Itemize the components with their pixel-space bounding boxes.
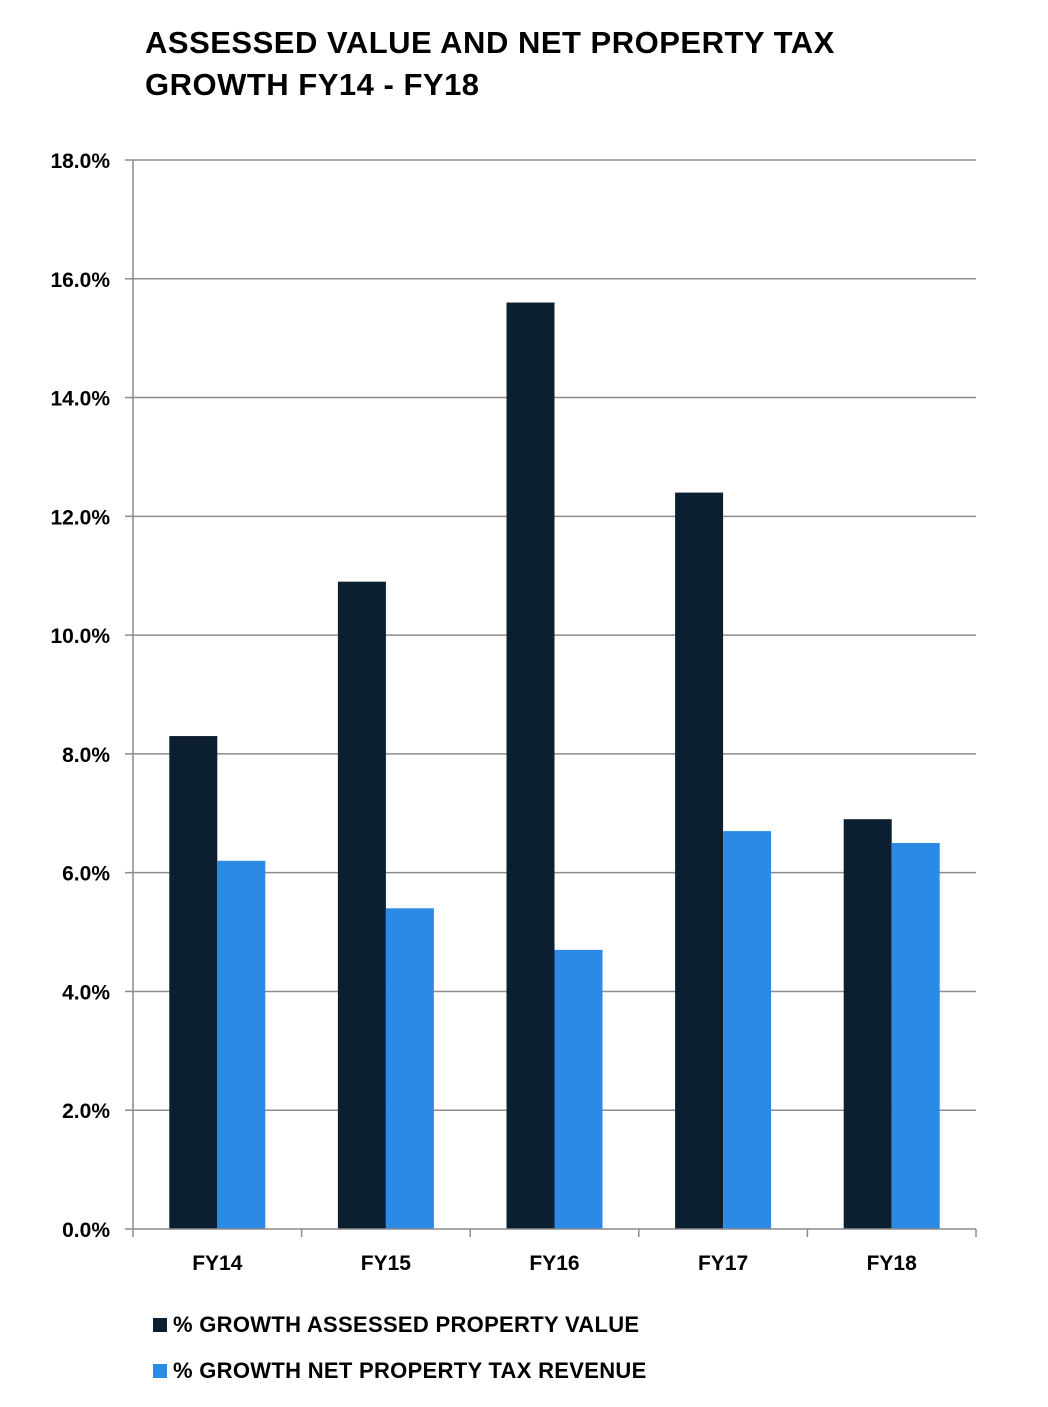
legend-swatch-assessed — [153, 1318, 167, 1332]
legend-swatch-revenue — [153, 1364, 167, 1378]
x-tick-label: FY18 — [867, 1252, 918, 1275]
bar-assessed-fy17 — [675, 492, 724, 1230]
bar-assessed-fy14 — [169, 736, 218, 1229]
y-tick-label: 10.0% — [50, 625, 110, 648]
y-tick-label: 18.0% — [50, 150, 110, 173]
y-tick-label: 0.0% — [62, 1219, 110, 1242]
bar-revenue-fy17 — [723, 831, 772, 1229]
axes — [132, 160, 976, 1230]
y-tick-label: 6.0% — [62, 863, 110, 886]
x-tick-label: FY16 — [529, 1252, 579, 1275]
legend-label-revenue: % GROWTH NET PROPERTY TAX REVENUE — [173, 1358, 647, 1383]
legend-label-assessed: % GROWTH ASSESSED PROPERTY VALUE — [173, 1312, 640, 1337]
x-tick-label: FY17 — [698, 1252, 748, 1275]
legend-item-revenue: % GROWTH NET PROPERTY TAX REVENUE — [153, 1358, 647, 1384]
bar-assessed-fy18 — [843, 819, 892, 1229]
x-axis-ticks: FY14 FY15 FY16 FY17 FY18 — [132, 1229, 977, 1275]
y-tick-label: 12.0% — [50, 506, 110, 529]
bars — [169, 302, 940, 1230]
y-tick-label: 8.0% — [62, 744, 110, 767]
x-tick-label: FY14 — [192, 1252, 243, 1275]
y-tick-label: 4.0% — [62, 981, 110, 1004]
bar-assessed-fy16 — [506, 302, 555, 1229]
bar-revenue-fy14 — [217, 860, 266, 1229]
legend-item-assessed: % GROWTH ASSESSED PROPERTY VALUE — [153, 1312, 639, 1338]
y-axis-ticks: 0.0% 2.0% 4.0% 6.0% 8.0% 10.0% 12.0% 14.0% 16.0%… — [50, 150, 133, 1242]
chart-title: ASSESSED VALUE AND NET PROPERTY TAX GROW… — [145, 25, 835, 102]
y-tick-label: 2.0% — [62, 1100, 110, 1123]
x-tick-label: FY15 — [361, 1252, 412, 1275]
y-tick-label: 16.0% — [50, 269, 110, 292]
bar-assessed-fy15 — [337, 581, 386, 1229]
y-tick-label: 14.0% — [50, 388, 110, 411]
bar-revenue-fy16 — [554, 949, 603, 1229]
bar-revenue-fy15 — [385, 908, 434, 1229]
bar-revenue-fy18 — [891, 842, 940, 1229]
